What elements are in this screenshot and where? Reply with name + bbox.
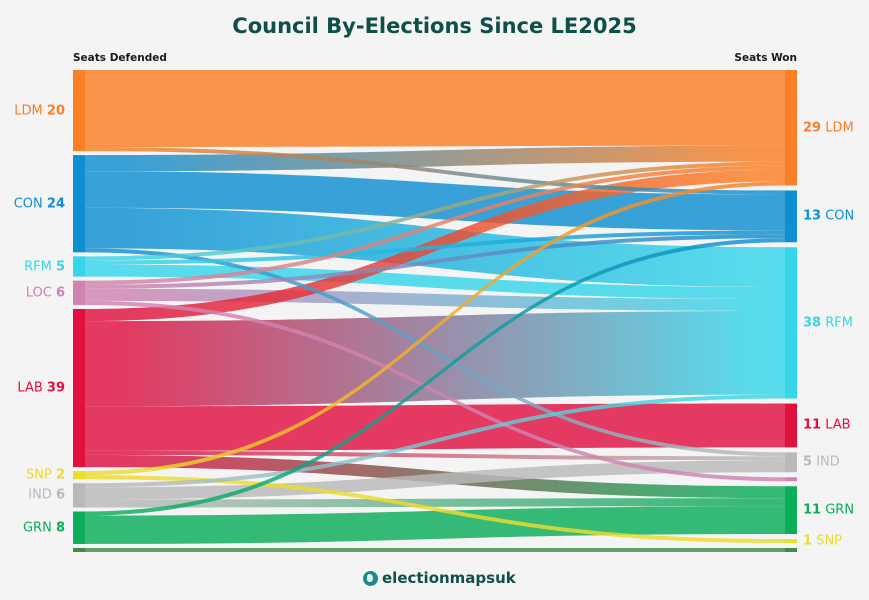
left-node-lab xyxy=(73,308,85,468)
left-label-loc: LOC 6 xyxy=(26,285,65,300)
party-name: LDM xyxy=(825,120,854,136)
seat-count: 13 xyxy=(803,208,822,224)
right-label-rfm: 38 RFM xyxy=(803,315,853,330)
party-name: IND xyxy=(816,454,840,470)
left-label-lab: LAB 39 xyxy=(17,381,65,396)
flow-ind-to-grn xyxy=(85,498,785,508)
party-name: RFM xyxy=(24,259,52,274)
party-name: IND xyxy=(28,487,52,503)
flow-rfm-to-con xyxy=(85,230,785,265)
seat-count: 6 xyxy=(55,285,65,301)
flow-ind-to-ind xyxy=(85,460,785,500)
left-label-ind: IND 6 xyxy=(28,488,65,503)
seat-count: 38 xyxy=(803,315,822,331)
right-node-ind xyxy=(785,452,797,473)
flow-oth-to-oth xyxy=(85,547,785,552)
right-label-ldm: 29 LDM xyxy=(803,120,854,135)
left-label-snp: SNP 2 xyxy=(26,468,65,483)
flow-grn-to-con xyxy=(85,238,785,516)
flow-loc-to-con xyxy=(85,234,785,289)
right-node-ldm xyxy=(785,70,797,186)
seat-count: 5 xyxy=(803,454,813,470)
left-node-snp xyxy=(73,471,85,480)
right-label-ind: 5 IND xyxy=(803,455,840,470)
right-node-grn xyxy=(785,486,797,535)
left-node-ldm xyxy=(73,70,85,152)
seat-count: 8 xyxy=(55,520,65,536)
globe-icon xyxy=(363,570,378,586)
party-name: LAB xyxy=(17,380,43,396)
left-node-rfm xyxy=(73,256,85,277)
brand-name: electionmapsuk xyxy=(382,569,516,587)
seat-count: 24 xyxy=(46,196,65,212)
left-label-grn: GRN 8 xyxy=(23,520,65,535)
party-name: CON xyxy=(825,208,855,224)
left-label-ldm: LDM 20 xyxy=(14,103,65,118)
flow-ldm-to-con xyxy=(85,147,785,195)
right-label-con: 13 CON xyxy=(803,209,854,224)
flow-rfm-to-ldm xyxy=(85,161,785,261)
flow-snp-to-ldm xyxy=(85,181,785,476)
right-node-snp xyxy=(785,539,797,544)
seat-count: 39 xyxy=(46,380,65,396)
flow-loc-to-loc xyxy=(85,300,785,482)
right-label-lab: 11 LAB xyxy=(803,418,851,433)
party-name: LOC xyxy=(25,285,52,301)
left-node-loc xyxy=(73,280,85,305)
brand-logo: electionmapsuk xyxy=(363,569,516,587)
left-header: Seats Defended xyxy=(73,52,167,64)
flow-ldm-to-ldm xyxy=(85,70,785,148)
chart-title: Council By-Elections Since LE2025 xyxy=(232,14,637,38)
party-name: GRN xyxy=(825,502,855,518)
right-label-grn: 11 GRN xyxy=(803,503,854,518)
right-node-loc xyxy=(785,477,797,482)
flow-loc-to-ldm xyxy=(85,165,785,285)
party-name: LDM xyxy=(14,103,43,119)
seat-count: 11 xyxy=(803,502,822,518)
right-node-oth xyxy=(785,548,797,552)
right-node-rfm xyxy=(785,247,797,399)
right-header: Seats Won xyxy=(734,52,797,64)
right-node-con xyxy=(785,190,797,243)
left-node-grn xyxy=(73,511,85,544)
seat-count: 6 xyxy=(55,487,65,503)
party-name: RFM xyxy=(825,315,853,331)
seat-count: 29 xyxy=(803,120,822,136)
seat-count: 1 xyxy=(803,533,813,549)
flow-snp-to-snp xyxy=(85,475,785,544)
flow-lab-to-lab xyxy=(85,403,785,451)
left-node-oth xyxy=(73,547,85,552)
party-name: CON xyxy=(13,196,43,212)
flow-lab-to-ldm xyxy=(85,169,785,322)
party-name: SNP xyxy=(816,533,843,549)
left-label-con: CON 24 xyxy=(14,196,65,211)
right-node-lab xyxy=(785,403,797,448)
flow-ind-to-rfm xyxy=(85,394,785,488)
flow-lab-to-rfm xyxy=(85,310,785,407)
seat-count: 2 xyxy=(55,467,65,483)
left-node-con xyxy=(73,155,85,253)
flow-con-to-ind xyxy=(85,248,785,457)
seat-count: 11 xyxy=(803,417,822,433)
party-name: SNP xyxy=(25,467,52,483)
left-label-rfm: RFM 5 xyxy=(24,259,65,274)
flow-lab-to-ind xyxy=(85,450,785,461)
left-node-ind xyxy=(73,483,85,508)
right-label-snp: 1 SNP xyxy=(803,534,842,549)
seat-count: 20 xyxy=(46,103,65,119)
party-name: GRN xyxy=(22,520,52,536)
party-name: LAB xyxy=(825,417,851,433)
seat-count: 5 xyxy=(55,259,65,274)
flow-con-to-ldm xyxy=(85,145,785,172)
